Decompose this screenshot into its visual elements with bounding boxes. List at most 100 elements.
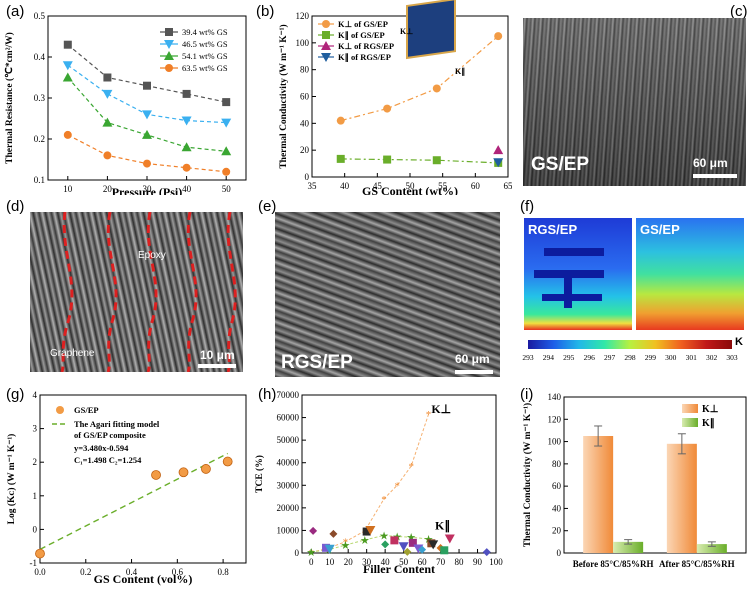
data-point (102, 89, 113, 99)
data-point (322, 543, 331, 552)
data-point (309, 526, 318, 535)
legend-label: 39.4 wt% GS (182, 27, 228, 37)
legend-label: K∥ of GS/EP (338, 30, 385, 41)
y-tick-label: 50000 (277, 435, 300, 445)
category-label: Before 85°C/85%RH (573, 559, 654, 569)
legend-label: K∥ (702, 418, 715, 429)
inset-label-par: K∥ (455, 67, 465, 76)
data-point: * (381, 494, 387, 506)
legend-label: K⊥ of GS/EP (338, 19, 388, 29)
sem-image-gs-ep: GS/EP 60 μm (523, 18, 746, 186)
x-tick-label: 0.0 (34, 567, 46, 577)
data-point (493, 158, 504, 168)
x-axis-label: Pressure (Psi) (112, 185, 183, 195)
data-point (182, 163, 191, 172)
legend-label: C₁=1.498 C₂=1.254 (74, 455, 142, 465)
colorbar-ticks: 293 294 295 296 297 298 299 300 301 302 303 (522, 353, 738, 362)
y-tick-label: 4 (33, 390, 38, 400)
x-tick-label: 70 (436, 557, 446, 567)
panel-label-g: (g) (6, 386, 25, 403)
data-point (103, 73, 112, 82)
bar (666, 443, 697, 553)
legend-marker (56, 406, 64, 414)
colorbar-tick-label: 299 (645, 353, 657, 362)
y-tick-label: 120 (548, 414, 562, 424)
data-point (221, 118, 232, 128)
scale-bar-d (198, 364, 236, 368)
y-tick-label: 100 (548, 437, 562, 447)
data-point (444, 534, 455, 544)
legend-marker (165, 64, 173, 72)
x-tick-label: 80 (455, 557, 465, 567)
x-tick-label: 10 (325, 557, 335, 567)
bar (696, 544, 727, 553)
legend-label: 46.5 wt% GS (182, 39, 228, 49)
data-point (35, 548, 45, 559)
y-tick-label: 0 (295, 548, 300, 558)
data-point (62, 72, 73, 82)
colorbar-tick-label: 294 (543, 353, 555, 362)
x-tick-label: 10 (63, 184, 73, 194)
data-point (482, 548, 491, 557)
colorbar-tick-label: 293 (522, 353, 534, 362)
colorbar-tick-label: 297 (604, 353, 616, 362)
thermal-map-left-label: RGS/EP (528, 222, 578, 237)
colorbar-unit: K (735, 336, 743, 348)
graphene-label: Graphene (50, 348, 95, 359)
y-tick-label: 0.1 (34, 175, 45, 185)
data-point (62, 61, 73, 71)
sem-image-rgs-ep: RGS/EP 60 μm (275, 212, 500, 377)
sem-c-label: GS/EP (531, 154, 590, 175)
data-point (143, 159, 151, 168)
guide-line (226, 212, 237, 372)
x-tick-label: 0.6 (172, 567, 184, 577)
x-tick-label: 65 (504, 181, 513, 191)
legend-marker (164, 40, 174, 49)
inset-label-perp: K⊥ (400, 27, 413, 36)
data-point (362, 527, 371, 536)
legend-label: y=3.480x-0.594 (74, 443, 129, 453)
y-tick-label: 70000 (277, 390, 300, 400)
data-point (383, 104, 392, 113)
x-tick-label: 40 (340, 181, 350, 191)
x-tick-label: 30 (143, 184, 153, 194)
panel-label-e: (e) (258, 198, 277, 215)
y-tick-label: 40 (552, 503, 562, 513)
chart-a-thermal-resistance: 10 20 30 40 50 0.1 0.2 0.3 0.4 0.5 Thermal Resista… (4, 11, 247, 195)
data-point: ★ (360, 535, 370, 547)
y-tick-label: 0.3 (34, 93, 46, 103)
data-point: ★ (340, 540, 350, 552)
sem-e-label: RGS/EP (281, 352, 353, 373)
data-point (381, 540, 390, 549)
scale-bar-e (455, 370, 493, 374)
thermal-map-right-label: GS/EP (640, 222, 680, 237)
y-tick-label: 20 (300, 145, 310, 155)
x-tick-label: 45 (373, 181, 383, 191)
data-point: ★ (379, 530, 389, 542)
red-dashed-guides (60, 212, 237, 372)
data-point: * (394, 480, 400, 492)
legend-label: 63.5 wt% GS (182, 63, 228, 73)
x-tick-label: 50 (406, 181, 416, 191)
panel-label-f: (f) (520, 198, 535, 215)
inset-schematic (406, 0, 456, 60)
guide-line (60, 212, 74, 372)
series-line (340, 158, 499, 164)
legend-marker (321, 41, 331, 50)
legend-swatch (682, 404, 698, 413)
x-tick-label: 0 (309, 557, 314, 567)
series-line (340, 35, 499, 122)
x-tick-label: 55 (438, 181, 448, 191)
panel-label-i: (i) (520, 386, 534, 403)
chart-g-agari-fit: 0.0 0.2 0.4 0.6 0.8 -1 0 1 2 3 4 Log (Kᴄ) (W m⁻¹ K⁻… (6, 390, 247, 586)
data-point (182, 89, 191, 98)
data-point (493, 145, 504, 155)
guide-line (186, 212, 198, 372)
y-tick-label: 0.4 (34, 52, 46, 62)
x-tick-label: 60 (471, 181, 481, 191)
thermal-map-rgs-ep: RGS/EP (524, 218, 632, 330)
data-point (383, 155, 392, 164)
scale-c-text: 60 μm (693, 156, 728, 170)
y-tick-label: 80 (300, 65, 310, 75)
colorbar-tick-label: 295 (563, 353, 575, 362)
